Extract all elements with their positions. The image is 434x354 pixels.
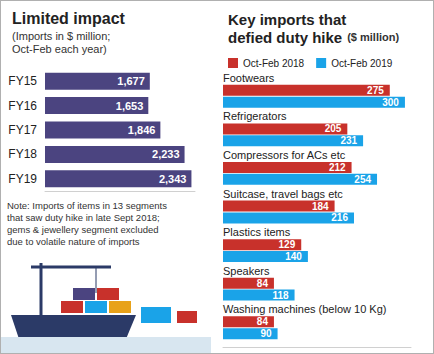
svg-text:that saw duty hike in late Sep: that saw duty hike in late Sept 2018; [7,212,160,223]
svg-text:gems & jewellery segment exclu: gems & jewellery segment excluded [7,224,159,235]
svg-text:90: 90 [260,328,272,339]
svg-text:140: 140 [285,251,302,262]
svg-text:129: 129 [279,239,296,250]
svg-text:Oct-Feb 2018: Oct-Feb 2018 [243,58,305,69]
svg-text:254: 254 [354,174,371,185]
svg-text:Suitcase, travel bags etc: Suitcase, travel bags etc [223,188,343,200]
svg-text:231: 231 [340,135,357,146]
svg-text:Refrigerators: Refrigerators [223,110,287,122]
svg-text:(Imports in $ million;: (Imports in $ million; [12,30,110,42]
svg-text:118: 118 [272,290,289,301]
svg-text:FY19: FY19 [8,172,37,186]
svg-text:84: 84 [257,316,269,327]
svg-text:205: 205 [325,123,342,134]
svg-text:84: 84 [257,278,269,289]
svg-text:275: 275 [367,85,384,96]
svg-text:1,846: 1,846 [128,124,156,136]
svg-text:212: 212 [329,162,346,173]
svg-text:Compressors for ACs etc: Compressors for ACs etc [223,149,346,161]
svg-text:FY18: FY18 [8,147,37,161]
svg-text:Key imports that: Key imports that [228,11,346,28]
svg-text:Plastics items: Plastics items [223,226,291,238]
svg-text:2,343: 2,343 [159,173,187,185]
svg-text:Footwears: Footwears [223,72,275,84]
svg-text:Oct-Feb 2019: Oct-Feb 2019 [331,58,393,69]
svg-text:($ million): ($ million) [347,31,399,43]
svg-text:FY17: FY17 [8,123,37,137]
svg-text:1,653: 1,653 [116,100,144,112]
svg-text:2,233: 2,233 [152,148,180,160]
svg-text:216: 216 [331,212,348,223]
svg-text:due to volatile nature of impo: due to volatile nature of imports [7,236,140,247]
svg-text:1,677: 1,677 [117,75,145,87]
svg-text:300: 300 [382,97,399,108]
svg-text:FY15: FY15 [8,74,37,88]
svg-text:Washing machines (below 10 Kg): Washing machines (below 10 Kg) [223,303,386,315]
svg-text:FY16: FY16 [8,99,37,113]
svg-text:defied duty hike: defied duty hike [228,29,342,46]
svg-text:Limited impact: Limited impact [12,10,126,27]
svg-text:Oct-Feb each year): Oct-Feb each year) [12,43,107,55]
svg-text:Speakers: Speakers [223,265,270,277]
svg-text:Note: Imports of items in 13 s: Note: Imports of items in 13 segments [7,200,167,211]
svg-text:184: 184 [312,201,329,212]
